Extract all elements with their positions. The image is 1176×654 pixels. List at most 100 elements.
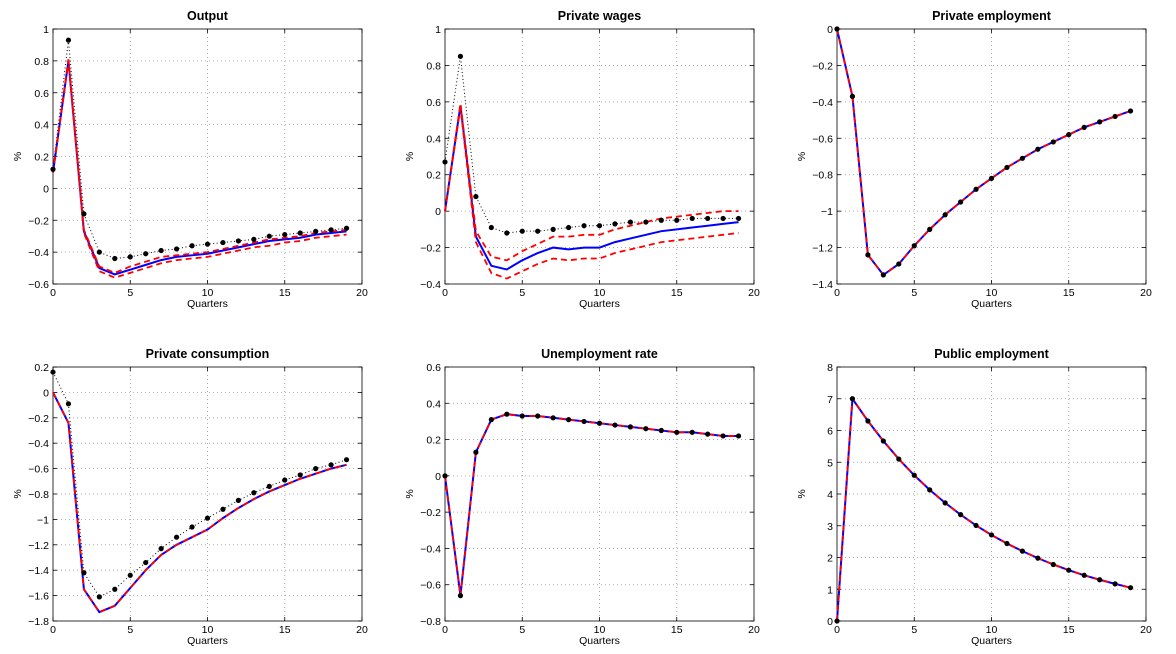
data-point xyxy=(535,413,541,419)
x-tick-label: 10 xyxy=(594,287,606,299)
data-point xyxy=(1004,164,1010,171)
y-tick-label: 0.6 xyxy=(426,97,441,109)
data-point xyxy=(158,546,164,552)
y-tick-label: 1 xyxy=(435,24,441,36)
x-tick-label: 0 xyxy=(442,287,448,299)
data-point xyxy=(596,420,603,426)
y-tick-label: 3 xyxy=(827,521,833,533)
data-point xyxy=(1066,132,1072,138)
series-line-0 xyxy=(444,413,739,596)
data-point xyxy=(1081,124,1087,130)
x-tick-label: 0 xyxy=(834,624,840,636)
data-point xyxy=(849,396,856,402)
data-point xyxy=(896,456,902,462)
x-tick-label: 15 xyxy=(279,624,291,636)
data-point xyxy=(1127,108,1134,114)
data-point xyxy=(1019,548,1025,554)
data-point xyxy=(343,457,350,463)
data-point xyxy=(674,429,680,435)
data-point xyxy=(720,215,726,222)
data-point xyxy=(973,186,979,192)
data-point xyxy=(442,159,448,165)
data-point xyxy=(566,417,572,423)
x-axis-label: Quarters xyxy=(579,298,620,310)
series-line-0 xyxy=(52,40,347,260)
series-line-0 xyxy=(52,371,347,598)
data-point xyxy=(251,490,257,496)
data-point xyxy=(504,230,510,236)
x-tick-label: 20 xyxy=(748,287,760,299)
data-point xyxy=(958,512,964,518)
data-point xyxy=(735,215,742,222)
data-point xyxy=(65,37,72,43)
x-axis-label: Quarters xyxy=(187,635,228,647)
data-point xyxy=(457,593,464,599)
data-point xyxy=(96,594,102,600)
y-tick-label: 6 xyxy=(827,426,833,438)
y-tick-label: −0.6 xyxy=(28,464,49,476)
data-point xyxy=(1127,585,1134,591)
x-tick-label: 0 xyxy=(50,624,56,636)
y-tick-label: 4 xyxy=(827,489,833,501)
x-tick-label: 20 xyxy=(1140,624,1152,636)
data-point xyxy=(519,413,525,419)
y-tick-label: 0.6 xyxy=(426,362,441,374)
data-point xyxy=(705,431,711,437)
y-tick-label: 0.4 xyxy=(34,120,49,132)
y-tick-label: −1 xyxy=(821,206,833,218)
y-tick-label: −1.4 xyxy=(812,279,833,291)
data-point xyxy=(189,524,195,530)
data-point xyxy=(689,429,695,435)
data-point xyxy=(1066,567,1072,573)
y-tick-label: −0.8 xyxy=(420,616,441,628)
series-line-0 xyxy=(444,56,739,234)
panel-3: 0 5 10 15 20 −1.8 −1.6 −1.4 −1.2 −1 −0.8 −0.6 −0.4 −0… xyxy=(12,347,368,647)
series-line-2 xyxy=(52,391,347,614)
series-line-2 xyxy=(444,103,739,262)
data-point xyxy=(612,221,618,227)
series-line-1 xyxy=(836,28,1131,277)
data-point xyxy=(865,418,871,424)
y-tick-label: −1.4 xyxy=(28,565,49,577)
panel-2: 0 5 10 15 20 −1.4 −1.2 −1 −0.8 −0.6 −0.4 −0.2 0 Priva… xyxy=(796,9,1152,310)
y-tick-label: −0.6 xyxy=(812,133,833,145)
data-point xyxy=(658,217,664,223)
data-point xyxy=(927,487,933,493)
data-point xyxy=(297,472,303,478)
data-point xyxy=(911,472,917,478)
panel-4: 0 5 10 15 20 −0.8 −0.6 −0.4 −0.2 0 0.2 0.4 0.6 Unempl… xyxy=(404,347,760,647)
y-tick-label: 0.2 xyxy=(426,435,441,447)
series-line-1 xyxy=(836,395,1131,622)
data-point xyxy=(328,462,334,468)
y-tick-label: 7 xyxy=(827,394,833,406)
y-tick-label: 1 xyxy=(827,584,833,596)
y-tick-label: 0.8 xyxy=(426,60,441,72)
data-point xyxy=(65,401,72,407)
data-point xyxy=(880,272,886,278)
series-line-0 xyxy=(836,397,1131,622)
data-point xyxy=(581,418,587,425)
y-tick-label: 0 xyxy=(435,206,441,218)
y-tick-label: 0.2 xyxy=(426,170,441,182)
y-tick-label: −0.2 xyxy=(420,243,441,255)
panel-title: Unemployment rate xyxy=(541,347,658,361)
data-point xyxy=(488,417,494,423)
data-point xyxy=(1019,155,1025,161)
axes-box xyxy=(52,366,363,622)
panel-title: Private employment xyxy=(932,9,1052,23)
y-axis-label: % xyxy=(404,152,416,161)
y-tick-label: −0.2 xyxy=(28,215,49,227)
data-point xyxy=(1097,119,1103,125)
x-tick-label: 5 xyxy=(519,287,525,299)
data-point xyxy=(457,53,464,59)
data-point xyxy=(1097,577,1103,583)
data-point xyxy=(328,227,334,233)
data-point xyxy=(643,426,649,432)
y-tick-label: 0 xyxy=(827,24,833,36)
y-tick-label: 0.4 xyxy=(426,398,441,410)
series-line-2 xyxy=(52,60,347,274)
data-point xyxy=(720,433,726,439)
data-point xyxy=(143,251,149,257)
y-tick-label: −0.2 xyxy=(28,413,49,425)
data-point xyxy=(251,236,257,242)
